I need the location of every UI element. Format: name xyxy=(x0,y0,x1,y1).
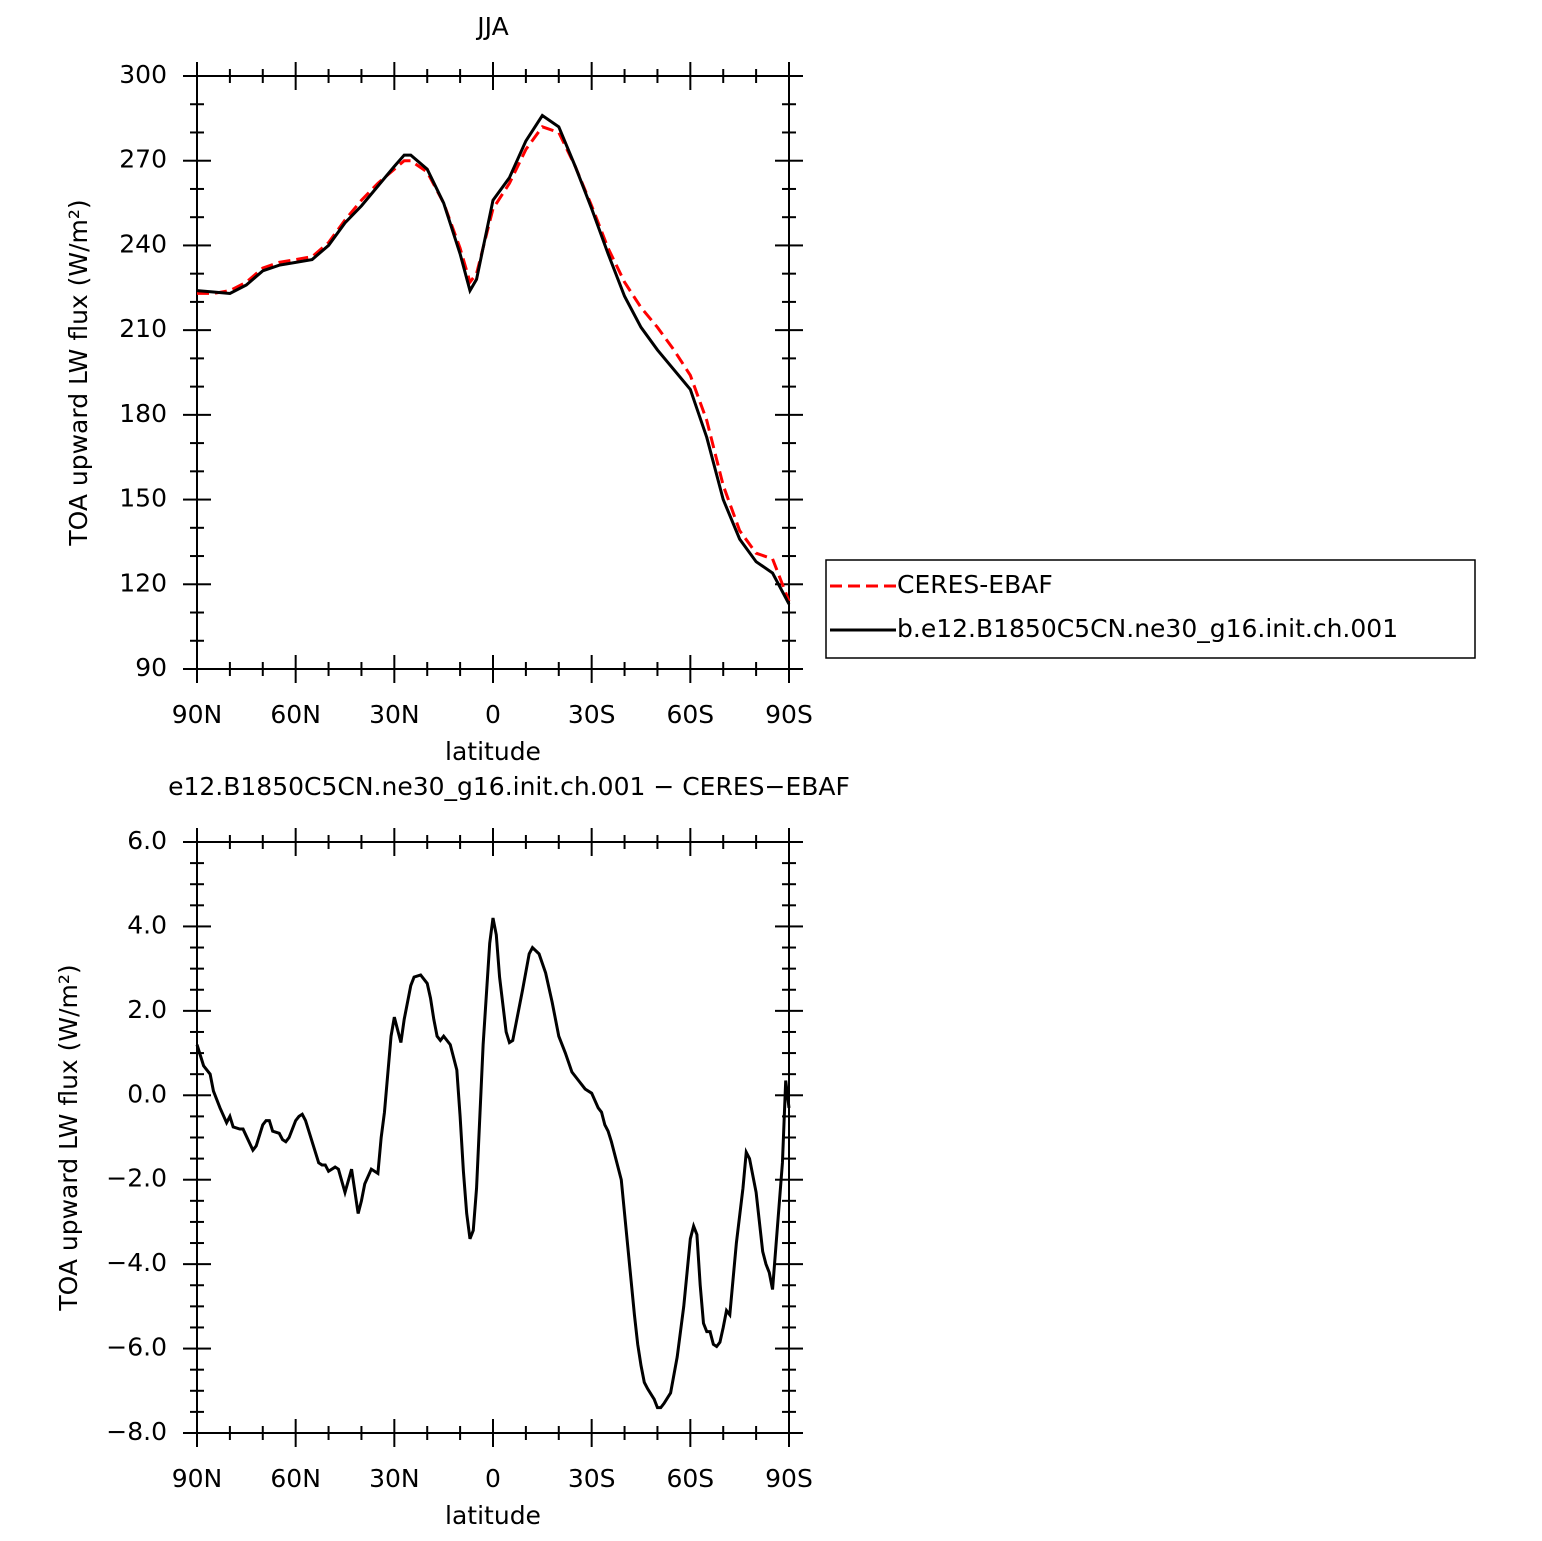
y-tick-label: 6.0 xyxy=(127,826,167,855)
y-tick-label: 90 xyxy=(135,653,167,682)
y-tick-label: 240 xyxy=(119,229,167,258)
x-tick-label: 60N xyxy=(270,700,321,729)
x-tick-label: 90S xyxy=(765,1464,813,1493)
x-tick-label: 60S xyxy=(666,1464,714,1493)
x-tick-label: 0 xyxy=(485,1464,501,1493)
x-tick-label: 30S xyxy=(568,1464,616,1493)
plot-frame xyxy=(196,841,790,1434)
x-tick-label: 90S xyxy=(765,700,813,729)
x-tick-label: 90N xyxy=(172,700,223,729)
data-line xyxy=(195,917,791,1410)
data-line xyxy=(196,113,791,605)
plot-frame xyxy=(196,75,790,670)
y-tick-label: 2.0 xyxy=(127,995,167,1024)
chart-title: e12.B1850C5CN.ne30_g16.init.ch.001 − CER… xyxy=(168,772,850,801)
y-tick-label: −4.0 xyxy=(106,1248,167,1277)
y-tick-label: −8.0 xyxy=(106,1417,167,1446)
legend-label: b.e12.B1850C5CN.ne30_g16.init.ch.001 xyxy=(897,614,1398,643)
y-tick-label: 150 xyxy=(119,484,167,513)
y-tick-label: 180 xyxy=(119,399,167,428)
y-tick-label: 4.0 xyxy=(127,910,167,939)
y-tick-label: 210 xyxy=(119,314,167,343)
y-tick-label: 270 xyxy=(119,145,167,174)
y-tick-label: −6.0 xyxy=(106,1333,167,1362)
x-tick-label: 30S xyxy=(568,700,616,729)
x-axis-label: latitude xyxy=(445,1501,541,1530)
data-line xyxy=(197,125,791,602)
legend-label: CERES-EBAF xyxy=(897,570,1053,599)
x-tick-label: 30N xyxy=(369,700,420,729)
x-tick-label: 0 xyxy=(485,700,501,729)
x-axis-label: latitude xyxy=(445,737,541,766)
y-axis-label: TOA upward LW flux (W/m²) xyxy=(54,964,83,1311)
y-tick-label: 0.0 xyxy=(127,1079,167,1108)
y-tick-label: 300 xyxy=(119,60,167,89)
y-tick-label: −2.0 xyxy=(106,1164,167,1193)
y-axis-label: TOA upward LW flux (W/m²) xyxy=(64,199,93,546)
legend-box xyxy=(825,559,1476,659)
x-tick-label: 60S xyxy=(666,700,714,729)
x-tick-label: 30N xyxy=(369,1464,420,1493)
x-tick-label: 90N xyxy=(172,1464,223,1493)
y-tick-label: 120 xyxy=(119,568,167,597)
x-tick-label: 60N xyxy=(270,1464,321,1493)
chart-title: JJA xyxy=(475,12,508,41)
